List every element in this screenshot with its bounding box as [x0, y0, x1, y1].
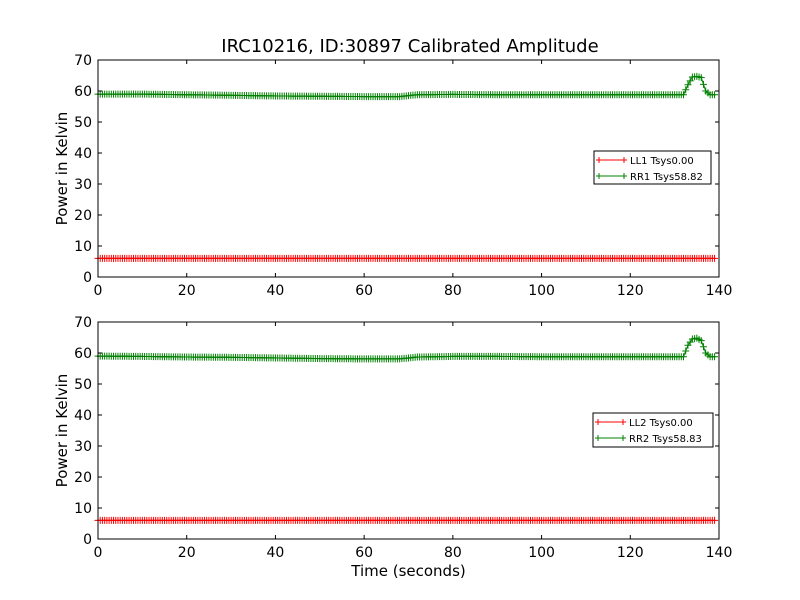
- y-axis-label: Power in Kelvin: [53, 112, 71, 226]
- x-tick-label: 20: [178, 545, 196, 561]
- legend-label: LL2 Tsys0.00: [629, 418, 693, 429]
- panel-2: 0 20 40 60 80 100 120 140 0 10 20 30 40 50 60 70 Power i…: [53, 315, 732, 580]
- x-tick-label: 60: [355, 283, 373, 299]
- y-tick-label: 50: [74, 377, 92, 393]
- x-tick-label: 100: [528, 545, 555, 561]
- data-point: [711, 516, 719, 524]
- legend-marker: [595, 435, 601, 441]
- series-1-2: [94, 72, 719, 101]
- x-tick-label: 20: [178, 283, 196, 299]
- y-tick-label: 50: [74, 115, 92, 131]
- legend-box: [593, 150, 712, 185]
- y-tick-label: 30: [74, 439, 92, 455]
- axes-frame: [97, 59, 720, 278]
- legend: LL1 Tsys0.00 RR1 Tsys58.82: [593, 150, 712, 185]
- x-tick-label: 140: [706, 545, 733, 561]
- x-axis-label: Time (seconds): [350, 562, 466, 580]
- legend-marker: [595, 419, 601, 425]
- x-tick-label: 0: [94, 545, 103, 561]
- data-point: [680, 353, 688, 361]
- y-tick-label: 60: [74, 84, 92, 100]
- y-axis-label: Power in Kelvin: [53, 374, 71, 488]
- data-point: [697, 74, 705, 82]
- legend-marker: [621, 157, 627, 163]
- y-tick-label: 0: [83, 532, 92, 548]
- data-point: [711, 254, 719, 262]
- data-point: [686, 77, 694, 85]
- x-tick-label: 80: [444, 545, 462, 561]
- data-point: [684, 81, 692, 89]
- data-point: [697, 337, 705, 345]
- x-tick-label: 60: [355, 545, 373, 561]
- x-tick-label: 120: [617, 545, 644, 561]
- x-tick-label: 140: [706, 283, 733, 299]
- y-tick-label: 10: [74, 501, 92, 517]
- y-tick-label: 40: [74, 146, 92, 162]
- y-tick-label: 30: [74, 177, 92, 193]
- legend-label: RR2 Tsys58.83: [629, 434, 702, 445]
- legend-label: RR1 Tsys58.82: [630, 172, 703, 183]
- y-tick-label: 10: [74, 239, 92, 255]
- x-tick-label: 40: [267, 283, 285, 299]
- y-tick-label: 70: [74, 53, 92, 69]
- legend: LL2 Tsys0.00 RR2 Tsys58.83: [592, 412, 714, 448]
- legend-marker: [621, 173, 627, 179]
- axes-frame: [97, 321, 720, 540]
- x-tick-label: 40: [267, 545, 285, 561]
- legend-marker: [596, 157, 602, 163]
- x-tick-label: 120: [617, 283, 644, 299]
- legend-marker: [620, 435, 626, 441]
- legend-label: LL1 Tsys0.00: [630, 156, 694, 167]
- x-tick-label: 0: [94, 283, 103, 299]
- series-1-1: [94, 254, 719, 262]
- series-2-1: [94, 516, 719, 524]
- y-tick-label: 60: [74, 346, 92, 362]
- data-point: [711, 353, 719, 361]
- x-tick-label: 80: [444, 283, 462, 299]
- chart-title: IRC10216, ID:30897 Calibrated Amplitude: [221, 36, 598, 57]
- legend-box: [592, 412, 714, 448]
- data-point: [699, 343, 707, 351]
- data-point: [682, 86, 690, 94]
- data-point: [680, 91, 688, 99]
- y-tick-label: 70: [74, 315, 92, 331]
- y-tick-label: 0: [83, 270, 92, 286]
- panel-1: 0 20 40 60 80 100 120 140 0 10 20 30 40 50 60 70 Power i…: [53, 53, 732, 299]
- legend-marker: [620, 419, 626, 425]
- legend-marker: [596, 173, 602, 179]
- data-point: [682, 347, 690, 355]
- y-tick-label: 20: [74, 208, 92, 224]
- series-2-2: [94, 334, 719, 363]
- x-tick-label: 100: [528, 283, 555, 299]
- data-point: [711, 91, 719, 99]
- y-tick-label: 20: [74, 470, 92, 486]
- y-tick-label: 40: [74, 408, 92, 424]
- data-point: [699, 80, 707, 88]
